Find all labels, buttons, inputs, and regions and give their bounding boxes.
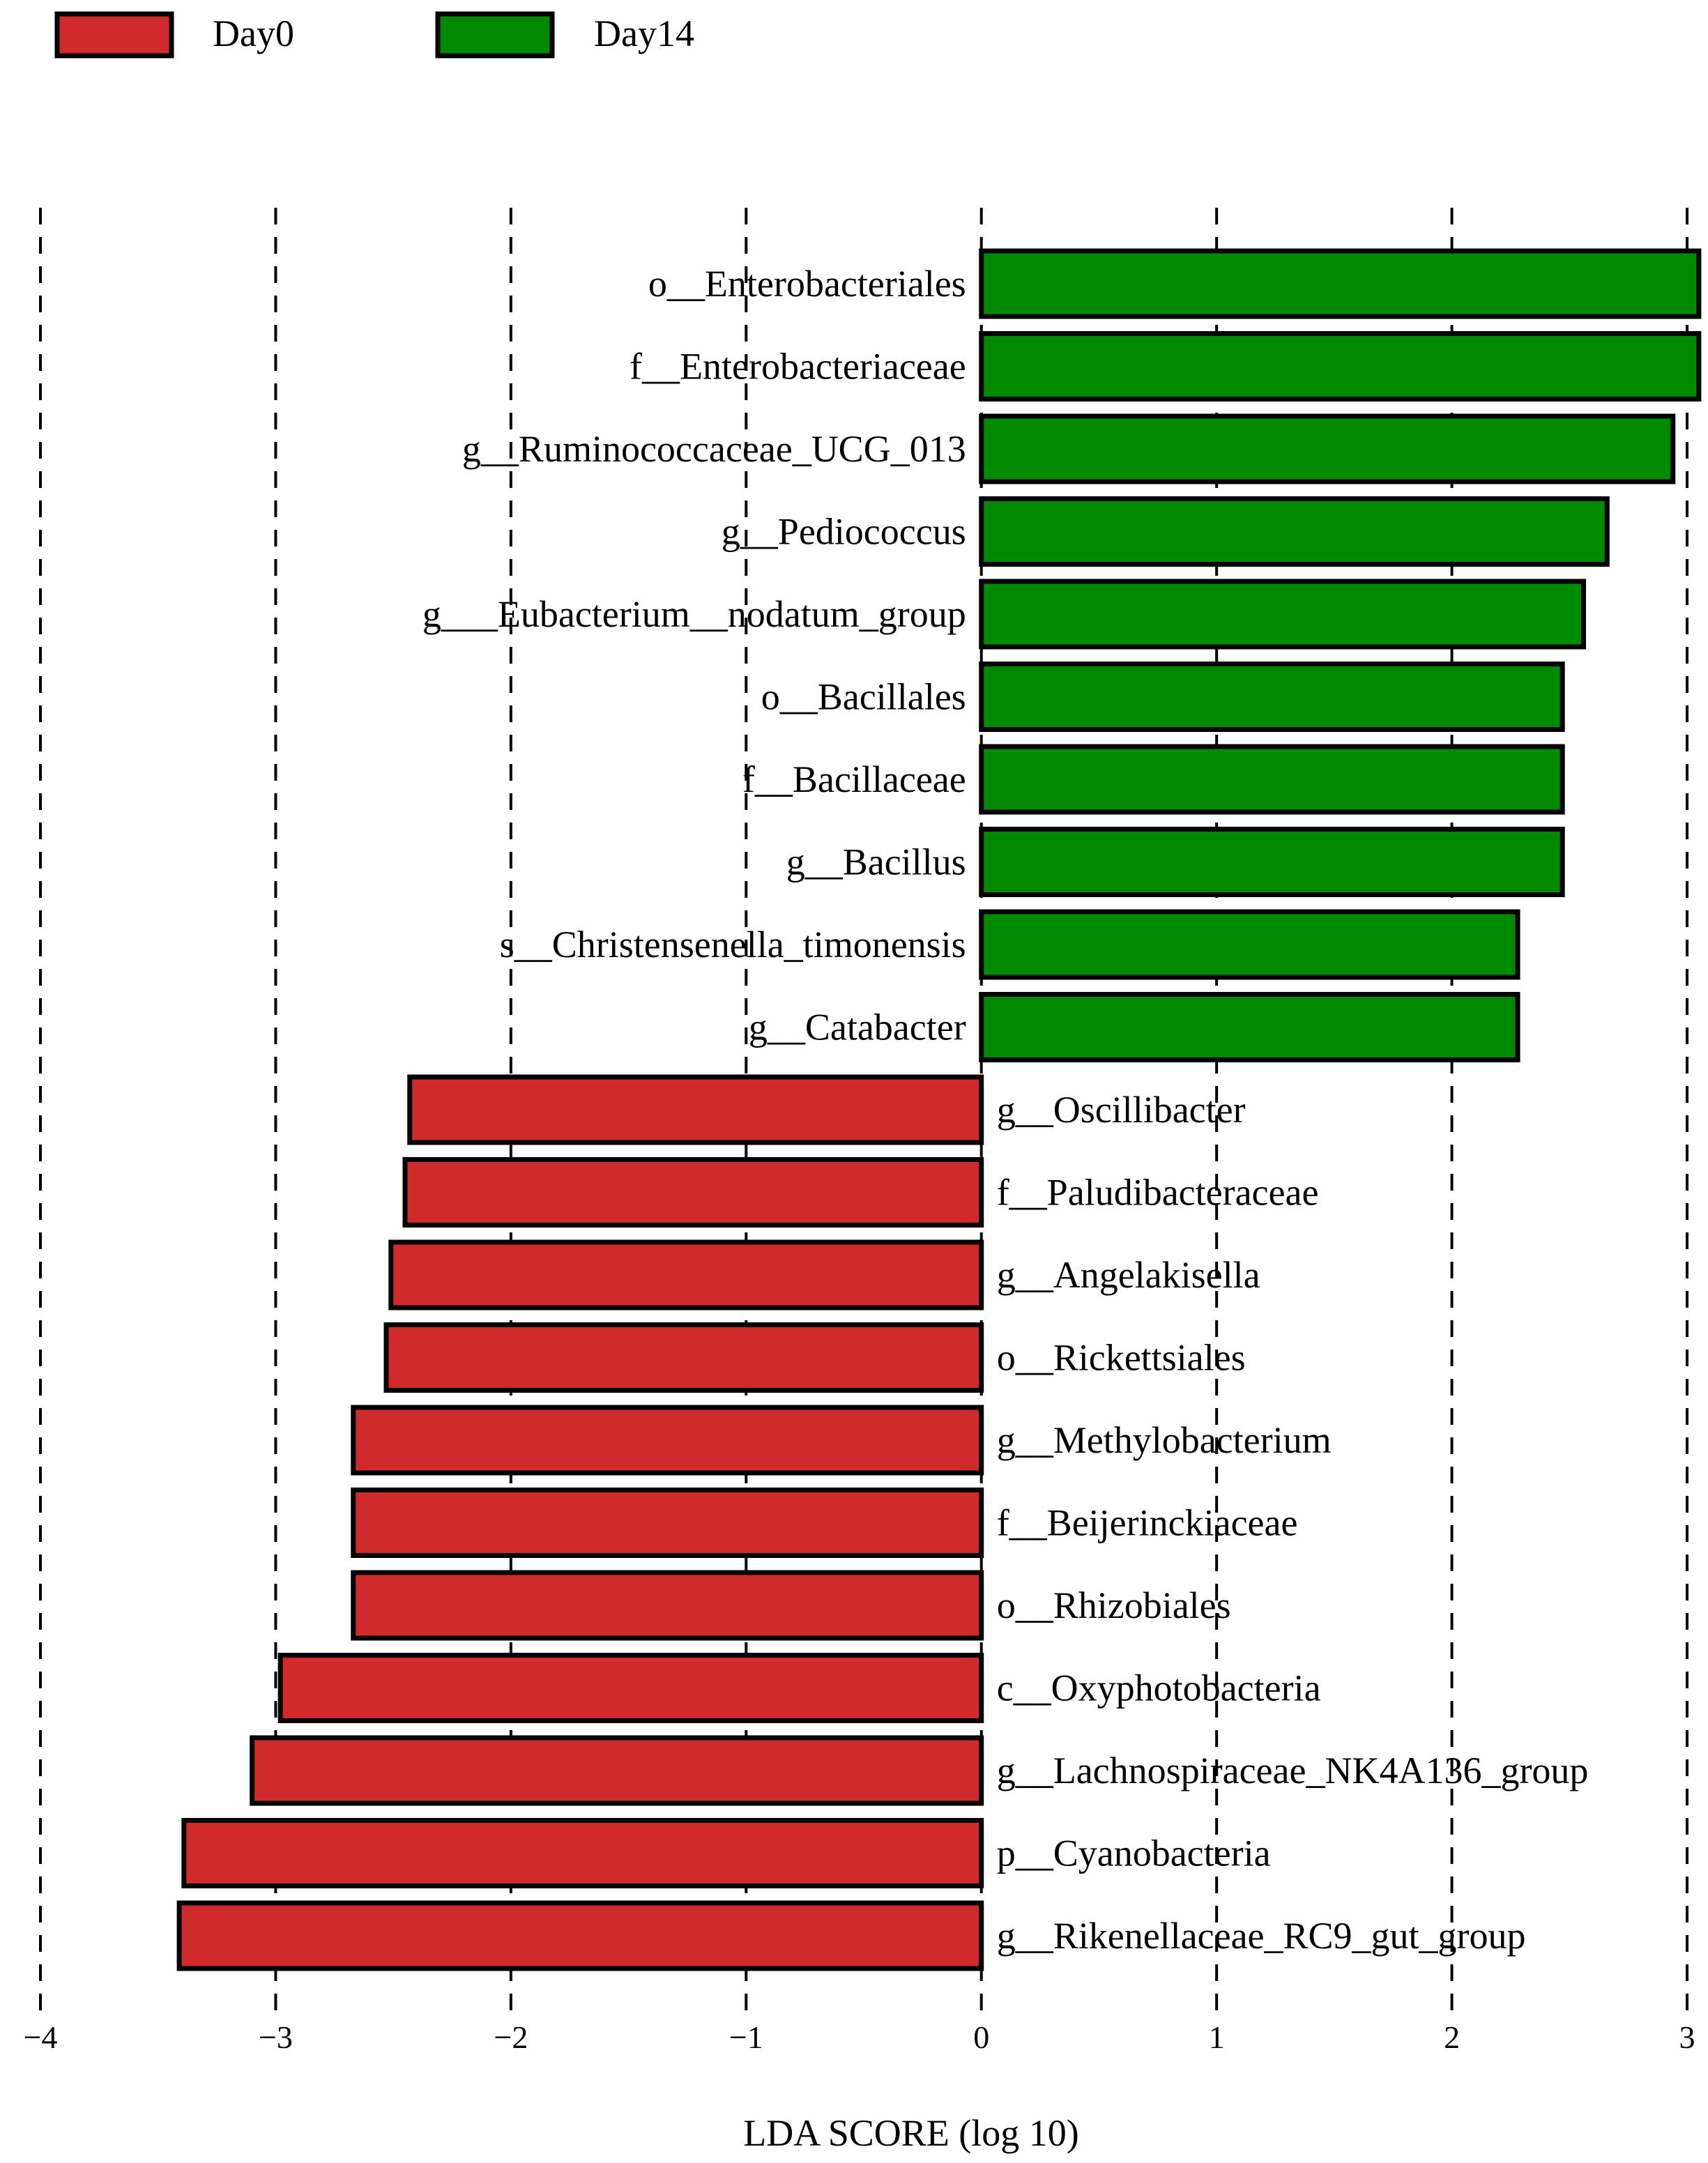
bar-label: s__Christensenella_timonensis bbox=[500, 924, 966, 965]
bar-label: g__Rikenellaceae_RC9_gut_group bbox=[997, 1915, 1526, 1957]
bar-label: g__Methylobacterium bbox=[997, 1419, 1332, 1461]
x-tick-label: −2 bbox=[494, 2019, 528, 2055]
bar bbox=[979, 248, 1702, 319]
bar bbox=[388, 1239, 984, 1310]
bar-label: f__Beijerinckiaceae bbox=[997, 1502, 1298, 1544]
bar-labels: o__Enterobacteriales f__Enterobacteriacea… bbox=[422, 263, 1589, 1957]
x-axis-label: LDA SCORE (log 10) bbox=[743, 2112, 1079, 2154]
legend-label-day0: Day0 bbox=[213, 13, 294, 54]
x-tick-label: −4 bbox=[24, 2019, 58, 2055]
bar bbox=[979, 496, 1610, 567]
bar bbox=[979, 413, 1676, 484]
bar bbox=[407, 1074, 984, 1145]
bar-label: f__Enterobacteriaceae bbox=[630, 346, 966, 388]
bar-label: p__Cyanobacteria bbox=[997, 1833, 1271, 1874]
bar-label: o__Rickettsiales bbox=[997, 1337, 1246, 1379]
x-tick-label: −1 bbox=[729, 2019, 763, 2055]
bar bbox=[979, 662, 1565, 732]
bar-label: g___Eubacterium__nodatum_group bbox=[422, 593, 966, 635]
bar bbox=[351, 1405, 984, 1476]
x-tick-label: 1 bbox=[1209, 2019, 1225, 2055]
bar-label: c__Oxyphotobacteria bbox=[997, 1667, 1321, 1709]
bar bbox=[979, 331, 1702, 402]
x-tick-label: 2 bbox=[1444, 2019, 1460, 2055]
legend-swatch-day0 bbox=[54, 11, 174, 59]
bar bbox=[250, 1735, 984, 1806]
bar-label: o__Enterobacteriales bbox=[648, 263, 966, 305]
bar bbox=[402, 1157, 984, 1228]
bar-label: g__Angelakisella bbox=[997, 1254, 1260, 1296]
x-tick-label: 3 bbox=[1679, 2019, 1695, 2055]
bar bbox=[979, 992, 1520, 1062]
bar-label: g__Catabacter bbox=[749, 1007, 966, 1048]
bar-label: o__Rhizobiales bbox=[997, 1584, 1231, 1626]
x-tick-label: 0 bbox=[973, 2019, 989, 2055]
bar bbox=[979, 579, 1587, 650]
bar-label: f__Paludibacteraceae bbox=[997, 1172, 1319, 1214]
x-tick-label: −3 bbox=[259, 2019, 293, 2055]
legend-swatch-day14 bbox=[435, 11, 555, 59]
bar-label: g__Pediococcus bbox=[722, 511, 966, 553]
bar-label: f__Bacillaceae bbox=[742, 758, 966, 800]
bar-label: g__Ruminococcaceae_UCG_013 bbox=[462, 428, 966, 470]
bar bbox=[181, 1818, 984, 1888]
legend-label-day14: Day14 bbox=[594, 13, 694, 54]
bar-label: g__Bacillus bbox=[786, 841, 966, 883]
bar-label: o__Bacillales bbox=[761, 676, 966, 718]
bar bbox=[979, 827, 1565, 897]
bar bbox=[979, 744, 1565, 815]
bar bbox=[979, 909, 1520, 980]
bar-label: g__Oscillibacter bbox=[997, 1089, 1246, 1131]
bar bbox=[176, 1900, 984, 1971]
legend: Day0 Day14 bbox=[54, 11, 694, 59]
x-axis-ticks: −4 −3 −2 −1 0 1 2 3 bbox=[24, 2019, 1695, 2055]
bar bbox=[351, 1488, 984, 1558]
bar-label: g__Lachnospiraceae_NK4A136_group bbox=[997, 1750, 1589, 1791]
bars bbox=[176, 248, 1702, 1971]
bar bbox=[383, 1322, 984, 1393]
bar bbox=[277, 1653, 984, 1723]
bar bbox=[351, 1570, 984, 1641]
